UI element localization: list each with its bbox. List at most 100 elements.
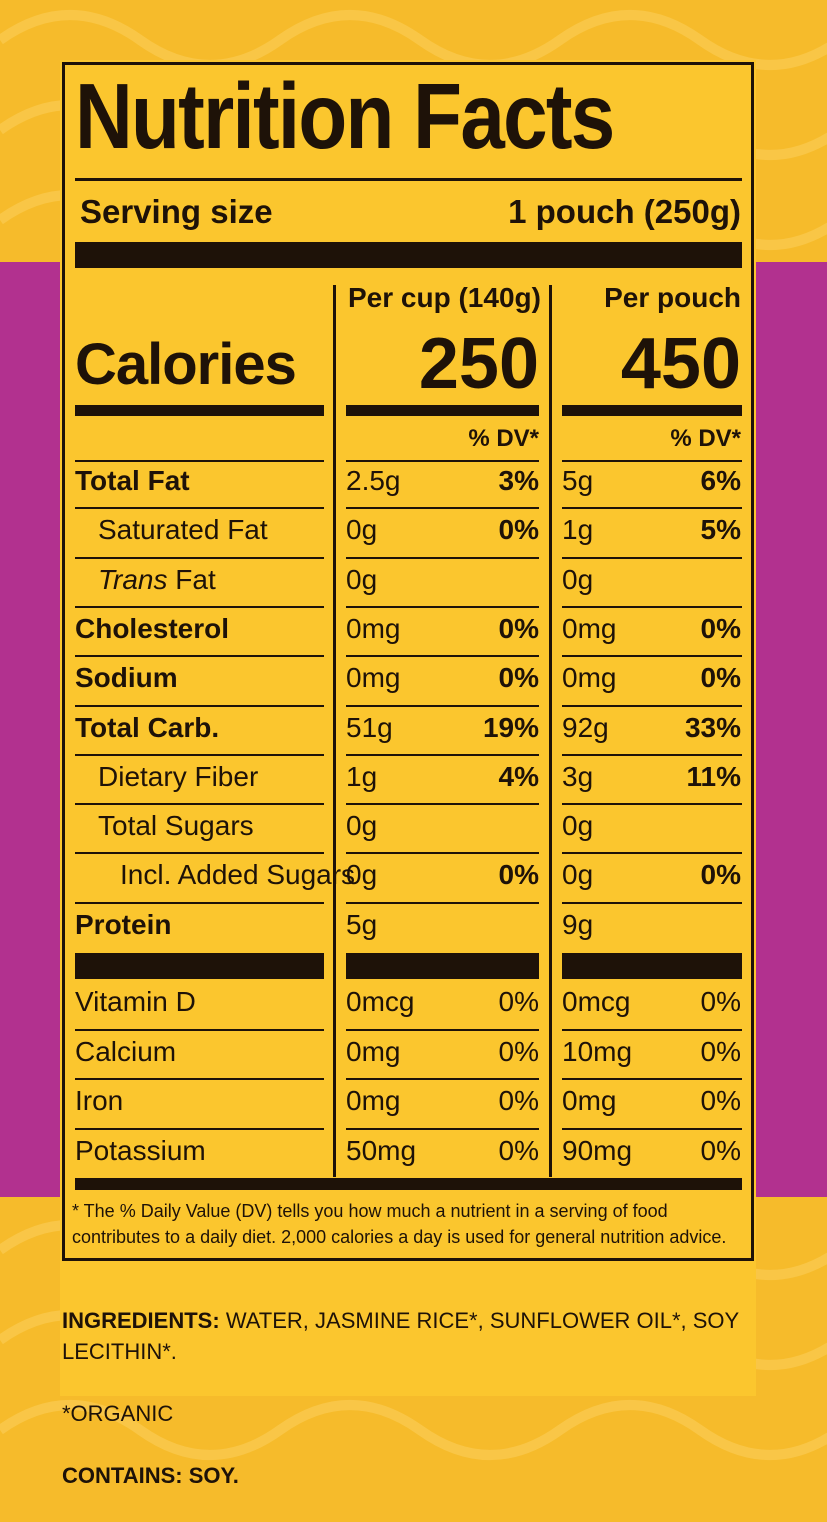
vitamin-cup-dv: 0% [498, 1085, 539, 1116]
cup-amount: 1g [346, 760, 378, 792]
vitamin-cup-dv: 0% [498, 986, 539, 1017]
pouch-calories-value: 450 [620, 324, 741, 404]
cup-amount: 0g [346, 514, 378, 546]
dv-footnote: * The % Daily Value (DV) tells you how m… [72, 1201, 727, 1247]
calories-rule-cup-col [346, 405, 539, 416]
row-rule [346, 557, 539, 559]
row-rule [75, 1029, 324, 1031]
calories-label: Calories [75, 332, 297, 397]
row-rule [562, 557, 742, 559]
nutrient-name: Total Carb. [75, 711, 220, 743]
row-rule [346, 754, 539, 756]
row-rule [75, 557, 324, 559]
pouch-amount: 0g [562, 563, 594, 595]
pouch-dv: 0% [700, 612, 741, 644]
row-rule [562, 705, 742, 707]
vitamin-cup-amount: 50mg [346, 1134, 417, 1166]
row-rule [562, 1029, 742, 1031]
pouch-dv: 11% [686, 760, 742, 792]
row-rule [346, 902, 539, 904]
row-rule [562, 655, 742, 657]
row-rule [562, 1078, 742, 1080]
row-rule [346, 460, 539, 462]
pouch-amount: 0mg [562, 612, 617, 644]
row-rule [562, 902, 742, 904]
vitamin-name: Calcium [75, 1035, 177, 1067]
ingredients-line: INGREDIENTS: WATER, JASMINE RICE*, SUNFL… [62, 1305, 742, 1367]
vitamin-cup-dv: 0% [498, 1035, 539, 1067]
vitamin-pouch-amount: 0mg [562, 1085, 617, 1116]
ingredients-label: INGREDIENTS: [62, 1308, 220, 1333]
row-rule [346, 852, 539, 854]
cup-amount: 0g [346, 859, 378, 891]
vitamin-pouch-dv: 0% [700, 1035, 741, 1067]
nutrient-name: Cholesterol [75, 612, 230, 644]
cup-dv: 0% [498, 859, 539, 891]
nutrient-name: Incl. Added Sugars [120, 859, 356, 891]
pouch-dv: 6% [700, 465, 741, 496]
vitamin-name: Potassium [75, 1134, 206, 1166]
cup-dv: 0% [498, 662, 539, 694]
serving-size-label: Serving size [80, 193, 273, 230]
pouch-dv: 5% [700, 514, 741, 546]
pouch-dv-header: % DV* [670, 425, 741, 452]
column-divider-1 [333, 285, 336, 1177]
pouch-dv: 0% [700, 662, 741, 694]
calories-rule-name-col [75, 405, 324, 416]
pouch-amount: 5g [562, 465, 594, 496]
vitamin-pouch-dv: 0% [700, 1085, 741, 1116]
ingredients-section: INGREDIENTS: WATER, JASMINE RICE*, SUNFL… [62, 1274, 742, 1522]
ingredients-text: WATER, JASMINE RICE*, SUNFLOWER OIL*, SO… [62, 1308, 739, 1364]
row-rule [75, 902, 324, 904]
row-rule [562, 507, 742, 509]
nutrition-facts-box [62, 62, 754, 1261]
vitamin-name: Iron [75, 1085, 124, 1116]
nutrient-name: Saturated Fat [98, 514, 268, 546]
row-rule [75, 705, 324, 707]
cup-amount: 5g [346, 908, 378, 940]
row-rule [75, 754, 324, 756]
pouch-dv: 33% [684, 711, 741, 743]
nutrient-name: Sodium [75, 662, 178, 694]
cup-dv: 4% [498, 760, 539, 792]
row-rule [346, 655, 539, 657]
vitamin-name: Vitamin D [75, 986, 196, 1017]
row-rule [75, 606, 324, 608]
cup-amount: 0mg [346, 612, 401, 644]
row-rule [75, 460, 324, 462]
row-rule [562, 1128, 742, 1130]
pouch-amount: 0g [562, 859, 594, 891]
vitamin-pouch-amount: 90mg [562, 1134, 633, 1166]
cup-dv-header: % DV* [468, 425, 539, 452]
allergen-contains: CONTAINS: SOY. [62, 1463, 239, 1488]
nutrient-name-italic: Trans [98, 563, 168, 595]
row-rule [346, 606, 539, 608]
row-rule [562, 852, 742, 854]
organic-note: *ORGANIC [62, 1401, 174, 1426]
cup-calories-value: 250 [418, 324, 539, 404]
row-rule [346, 507, 539, 509]
pouch-amount: 0g [562, 810, 594, 842]
vitamin-pouch-dv: 0% [700, 1134, 741, 1166]
column-divider-2 [549, 285, 552, 1177]
vitamin-cup-amount: 0mcg [346, 986, 415, 1017]
cup-dv: 19% [482, 711, 539, 743]
serving-thick-bar [75, 242, 742, 268]
vitamin-pouch-amount: 0mcg [562, 986, 631, 1017]
row-rule [562, 606, 742, 608]
title-rule [75, 178, 742, 181]
pouch-amount: 9g [562, 908, 594, 940]
vitamin-cup-amount: 0mg [346, 1035, 401, 1067]
row-rule [75, 507, 324, 509]
cup-dv: 0% [498, 514, 539, 546]
row-rule [346, 705, 539, 707]
vitamin-pouch-amount: 10mg [562, 1035, 633, 1067]
vitamin-cup-dv: 0% [498, 1134, 539, 1166]
row-rule [346, 1029, 539, 1031]
cup-amount: 0mg [346, 662, 401, 694]
cup-dv: 3% [498, 465, 539, 496]
row-rule [75, 1128, 324, 1130]
vitamin-pouch-dv: 0% [700, 986, 741, 1017]
footnote-rule [75, 1178, 742, 1190]
vitamin-rule-pouch-col [562, 953, 742, 979]
